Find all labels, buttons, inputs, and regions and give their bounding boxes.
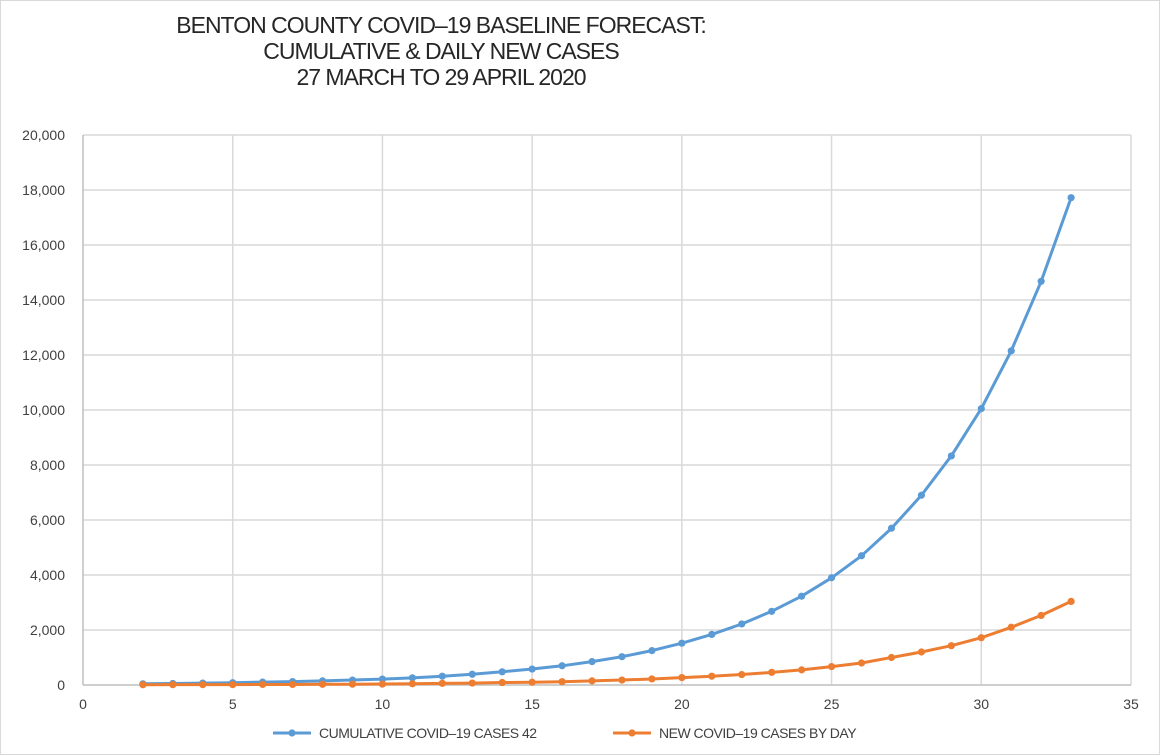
series-2-point xyxy=(259,680,267,689)
y-tick-label: 10,000 xyxy=(22,402,65,418)
series-1-point xyxy=(827,574,836,582)
series-2-point xyxy=(857,659,866,667)
y-tick-label: 0 xyxy=(57,677,65,693)
series-1-point xyxy=(1067,194,1075,202)
series-1-point xyxy=(738,620,746,628)
series-2-point xyxy=(947,642,955,650)
series-1-point xyxy=(588,658,596,666)
series-1-point xyxy=(528,665,536,673)
series-1-point xyxy=(678,639,686,647)
y-axis-tick-labels: 0 2,000 4,000 6,000 8,000 10,000 12,000 14,000 1… xyxy=(22,127,65,693)
y-tick-label: 6,000 xyxy=(30,512,65,528)
series-2-point xyxy=(558,678,566,686)
series-2-point xyxy=(827,662,836,671)
series-2-point xyxy=(139,681,147,689)
series-2-point xyxy=(408,680,416,688)
series-2-point xyxy=(348,680,357,688)
series-1-point xyxy=(378,675,387,683)
chart-title-line-2: CUMULATIVE & DAILY NEW CASES xyxy=(263,38,619,64)
chart-title: BENTON COUNTY COVID–19 BASELINE FORECAST… xyxy=(176,12,706,90)
series-2-point xyxy=(169,681,177,689)
series-2-point xyxy=(977,634,985,642)
legend-entry-2: NEW COVID–19 CASES BY DAY xyxy=(613,725,858,741)
series-1-point xyxy=(798,592,806,600)
series-1-point xyxy=(917,491,926,499)
y-tick-label: 4,000 xyxy=(30,567,65,583)
series-2-point xyxy=(498,678,506,687)
series-1-point xyxy=(438,672,446,680)
series-1-point xyxy=(648,647,656,655)
series-2-point xyxy=(648,675,656,683)
x-tick-label: 35 xyxy=(1123,696,1139,712)
x-tick-label: 5 xyxy=(229,696,237,712)
series-1-point xyxy=(768,607,776,615)
series-2-point xyxy=(798,666,806,674)
series-2 xyxy=(139,597,1075,689)
series-1-point xyxy=(1037,277,1045,285)
series-2-point xyxy=(528,678,536,686)
series-1-point xyxy=(498,668,506,676)
y-tick-label: 16,000 xyxy=(22,237,65,253)
series-2-point xyxy=(229,680,237,689)
legend-label: CUMULATIVE COVID–19 CASES 42 xyxy=(319,725,537,741)
series-1-point xyxy=(558,662,566,670)
legend: CUMULATIVE COVID–19 CASES 42 NEW COVID–19… xyxy=(273,725,858,741)
legend-swatch-marker xyxy=(288,729,296,737)
series-1-point xyxy=(887,524,896,532)
series-layer xyxy=(139,194,1075,689)
series-1-point xyxy=(618,653,626,661)
x-tick-label: 15 xyxy=(524,696,540,712)
series-2-point xyxy=(289,680,297,689)
legend-label: NEW COVID–19 CASES BY DAY xyxy=(659,725,857,741)
series-2-point xyxy=(678,673,686,682)
series-2-point xyxy=(917,648,926,656)
x-axis-tick-labels: 0 5 10 15 20 25 30 35 xyxy=(79,696,1139,712)
x-tick-label: 30 xyxy=(973,696,989,712)
legend-swatch-marker xyxy=(628,729,636,737)
series-2-point xyxy=(378,680,387,688)
y-tick-label: 2,000 xyxy=(30,622,65,638)
series-1-line xyxy=(142,197,1073,686)
series-2-point xyxy=(618,676,626,684)
series-1-point xyxy=(708,630,716,639)
series-2-point xyxy=(199,680,207,689)
series-2-point xyxy=(1037,611,1045,620)
series-1-point xyxy=(947,452,955,460)
series-1-point xyxy=(468,670,476,678)
y-tick-label: 8,000 xyxy=(30,457,65,473)
series-1 xyxy=(139,194,1075,688)
chart-title-line-1: BENTON COUNTY COVID–19 BASELINE FORECAST… xyxy=(176,12,705,38)
series-1-point xyxy=(857,552,866,560)
series-2-point xyxy=(1067,597,1075,606)
series-2-point xyxy=(588,677,596,685)
y-tick-label: 20,000 xyxy=(22,127,65,143)
series-2-point xyxy=(887,653,896,662)
series-1-point xyxy=(408,674,416,682)
series-2-point xyxy=(468,679,476,687)
y-tick-label: 12,000 xyxy=(22,347,65,363)
series-2-point xyxy=(1007,623,1015,631)
series-1-point xyxy=(977,405,985,413)
series-2-point xyxy=(708,672,716,680)
series-1-point xyxy=(1007,347,1015,355)
series-2-line xyxy=(142,600,1072,687)
x-tick-label: 0 xyxy=(79,696,87,712)
series-2-point xyxy=(738,670,746,679)
series-2-point xyxy=(768,668,776,676)
series-2-point xyxy=(438,679,446,687)
chart-title-line-3: 27 MARCH TO 29 APRIL 2020 xyxy=(296,64,585,90)
y-tick-label: 14,000 xyxy=(22,292,65,308)
x-tick-label: 25 xyxy=(824,696,840,712)
x-tick-label: 10 xyxy=(375,696,391,712)
x-tick-label: 20 xyxy=(674,696,690,712)
gridlines xyxy=(83,134,1132,685)
y-tick-label: 18,000 xyxy=(22,182,65,198)
series-2-point xyxy=(318,680,327,688)
legend-entry-1: CUMULATIVE COVID–19 CASES 42 xyxy=(273,725,538,741)
